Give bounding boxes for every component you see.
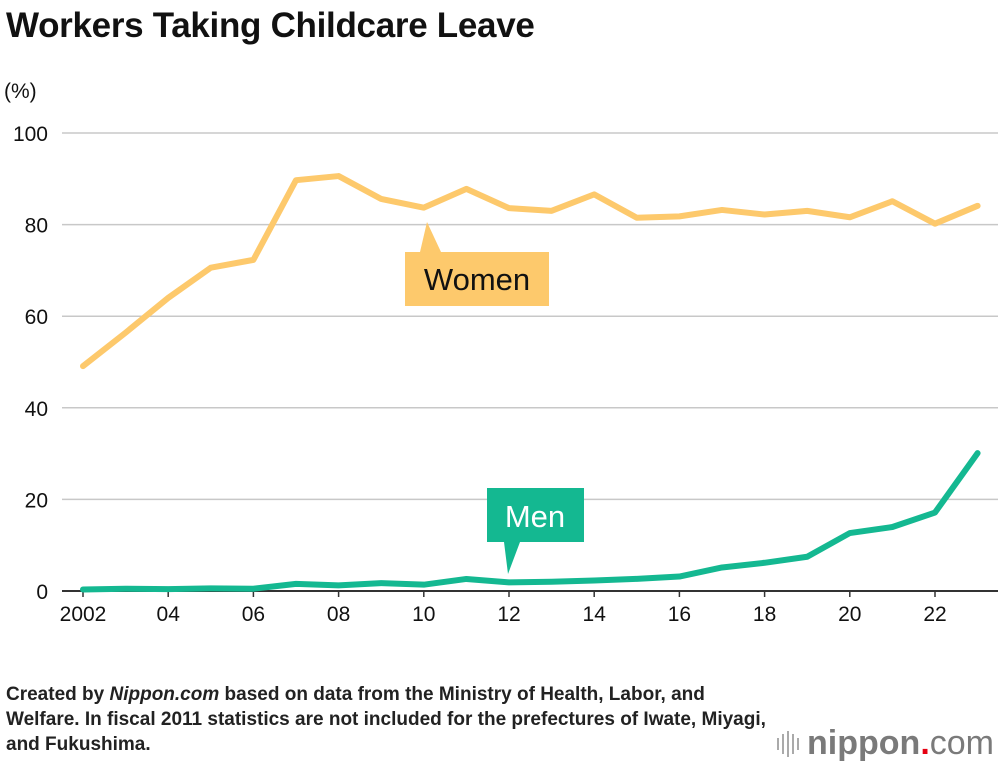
line-chart: 0 20 40 60 80 100 2002 04 06 08 10 12 14 16 18 20 22 Wome… xyxy=(13,123,998,626)
y-tick-label: 100 xyxy=(13,123,48,146)
series-line-men xyxy=(80,450,981,593)
x-tick-label: 06 xyxy=(242,603,265,626)
men-label-box xyxy=(487,488,584,574)
y-tick-label: 20 xyxy=(25,489,48,512)
chart-title: Workers Taking Childcare Leave xyxy=(6,6,535,45)
x-tick-label: 08 xyxy=(327,603,350,626)
y-tick-label: 60 xyxy=(25,306,48,329)
y-tick-label: 40 xyxy=(25,398,48,421)
x-tick-label: 16 xyxy=(668,603,691,626)
x-tick-label: 2002 xyxy=(60,603,107,626)
x-tick-label: 20 xyxy=(838,603,861,626)
women-legend-label: Women xyxy=(424,262,530,297)
x-tick-label: 14 xyxy=(583,603,607,626)
x-tick-label: 18 xyxy=(753,603,776,626)
logo-dot: . xyxy=(920,724,930,762)
source-name: Nippon.com xyxy=(109,684,220,705)
logo-name: nippon xyxy=(807,724,921,762)
women-label-box xyxy=(405,222,549,306)
series-line-women xyxy=(80,173,981,370)
logo-tld: com xyxy=(929,724,994,762)
source-suffix: based on data from the Ministry of Healt… xyxy=(6,684,766,755)
source-note: Created by Nippon.com based on data from… xyxy=(6,682,766,757)
y-tick-label: 80 xyxy=(25,215,48,238)
x-tick-label: 10 xyxy=(412,603,435,626)
x-tick-label: 12 xyxy=(497,603,520,626)
x-tick-label: 22 xyxy=(923,603,946,626)
x-tick-label: 04 xyxy=(157,603,181,626)
y-tick-label: 0 xyxy=(36,581,48,604)
source-prefix: Created by xyxy=(6,684,110,705)
y-axis-unit: (%) xyxy=(4,80,37,103)
logo-bars-icon xyxy=(777,730,800,757)
nippon-logo: nippon.com xyxy=(777,724,994,763)
men-legend-label: Men xyxy=(505,499,565,534)
